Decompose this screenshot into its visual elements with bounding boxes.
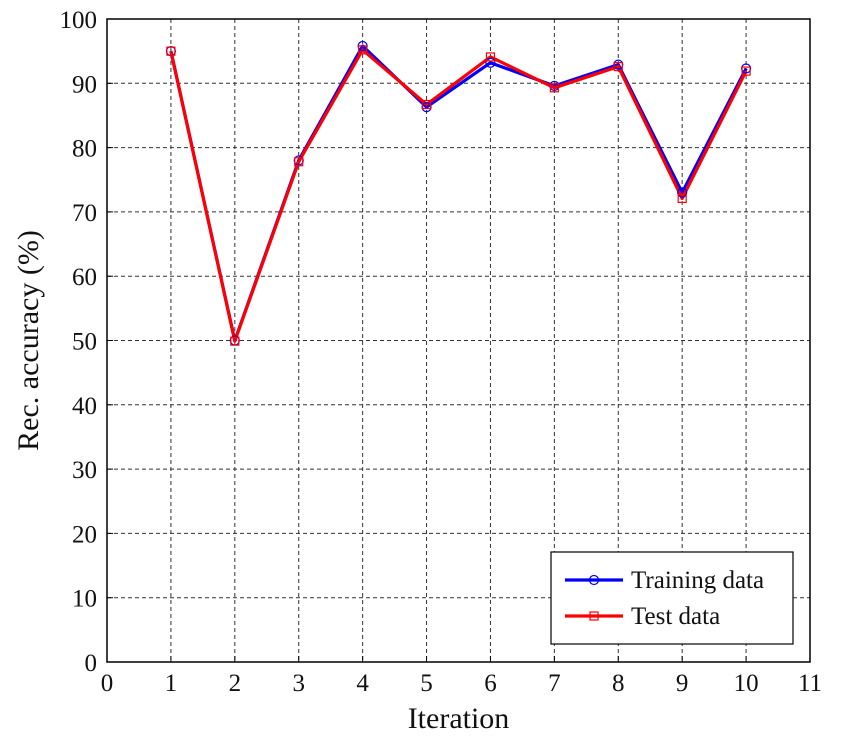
legend-marker: [588, 574, 600, 586]
y-tick-label: 30: [72, 457, 97, 484]
y-tick-label: 40: [72, 393, 97, 420]
data-point-test: [485, 52, 496, 62]
data-point-test: [358, 45, 368, 55]
y-tick-label: 0: [85, 650, 98, 677]
y-tick-label: 70: [72, 200, 97, 227]
y-tick-label: 20: [72, 521, 97, 548]
data-point-test: [294, 157, 304, 167]
y-tick-label: 90: [72, 71, 97, 98]
x-tick-label: 8: [612, 670, 625, 697]
legend-label: Test data: [631, 603, 720, 630]
x-axis-label: Iteration: [408, 702, 510, 735]
data-point-training: [677, 187, 688, 198]
x-tick-label: 10: [734, 670, 759, 697]
x-tick-label: 11: [798, 670, 822, 697]
x-tick-label: 5: [420, 670, 433, 697]
data-point-test: [230, 336, 240, 346]
legend-marker: [589, 611, 599, 621]
y-tick-label: 100: [60, 7, 98, 34]
data-point-test: [741, 66, 751, 76]
legend: Training data Test data: [550, 551, 794, 645]
plot-area: [165, 40, 752, 346]
legend-box: [550, 551, 794, 645]
data-point-test: [549, 83, 559, 93]
y-tick-label: 10: [72, 586, 97, 613]
data-point-test: [166, 46, 176, 56]
x-tick-label: 6: [484, 670, 497, 697]
legend-label: Training data: [631, 567, 764, 594]
x-tick-label: 3: [292, 670, 305, 697]
x-tick-label: 2: [229, 670, 242, 697]
y-axis-ticks: 0 10 20 30 40 50 60 70 80 90 100: [60, 7, 113, 677]
x-tick-label: 9: [676, 670, 689, 697]
x-tick-label: 0: [101, 670, 114, 697]
y-tick-label: 50: [72, 329, 97, 356]
series-line-training: [169, 44, 748, 343]
data-point-test: [613, 61, 623, 72]
data-point-training: [485, 57, 496, 68]
y-tick-label: 60: [72, 264, 97, 291]
x-tick-label: 1: [165, 670, 178, 697]
x-tick-label: 4: [356, 670, 369, 697]
data-point-test: [677, 193, 687, 203]
y-axis-label: Rec. accuracy (%): [12, 230, 45, 451]
x-tick-label: 7: [548, 670, 561, 697]
data-point-test: [421, 99, 432, 110]
x-axis-ticks: 0 1 2 3 4 5 6 7 8 9 10 11: [101, 656, 822, 697]
y-tick-label: 80: [72, 136, 97, 163]
series-line-test: [169, 48, 748, 343]
